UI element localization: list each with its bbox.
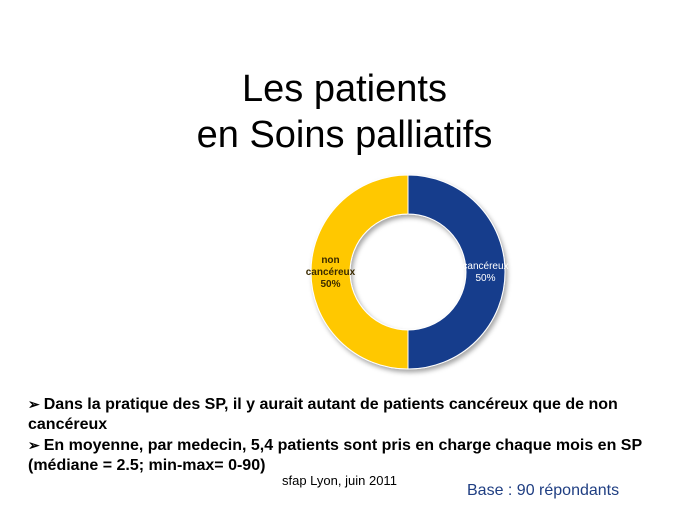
title-line-2: en Soins palliatifs: [196, 114, 493, 156]
donut-label-line: non: [321, 255, 339, 266]
donut-slice-0: [407, 174, 506, 370]
bullet-text: Dans la pratique des SP, il y aurait aut…: [28, 396, 618, 433]
arrow-bullet-icon: ➢: [28, 437, 40, 453]
donut-label-line: 50%: [475, 273, 495, 284]
donut-slice-1: [310, 174, 409, 370]
bullet-text: En moyenne, par medecin, 5,4 patients so…: [28, 437, 642, 474]
bullet-item: ➢ En moyenne, par medecin, 5,4 patients s…: [28, 435, 678, 476]
arrow-bullet-icon: ➢: [28, 396, 40, 412]
donut-data-label-0: cancéreux 50%: [462, 261, 508, 284]
slide-title: Les patients en Soins palliatifs: [0, 66, 689, 158]
title-line-1: Les patients: [242, 68, 447, 110]
donut-label-line: cancéreux: [306, 267, 356, 278]
donut-label-line: cancéreux: [462, 261, 508, 272]
footer-text: sfap Lyon, juin 2011: [282, 473, 397, 488]
base-respondents: Base : 90 répondants: [467, 482, 620, 499]
donut-label-line: 50%: [320, 279, 340, 290]
donut-data-label-1: non cancéreux 50%: [306, 255, 356, 290]
bullet-item: ➢ Dans la pratique des SP, il y aurait au…: [28, 394, 678, 435]
bullet-list: ➢ Dans la pratique des SP, il y aurait au…: [28, 394, 678, 476]
